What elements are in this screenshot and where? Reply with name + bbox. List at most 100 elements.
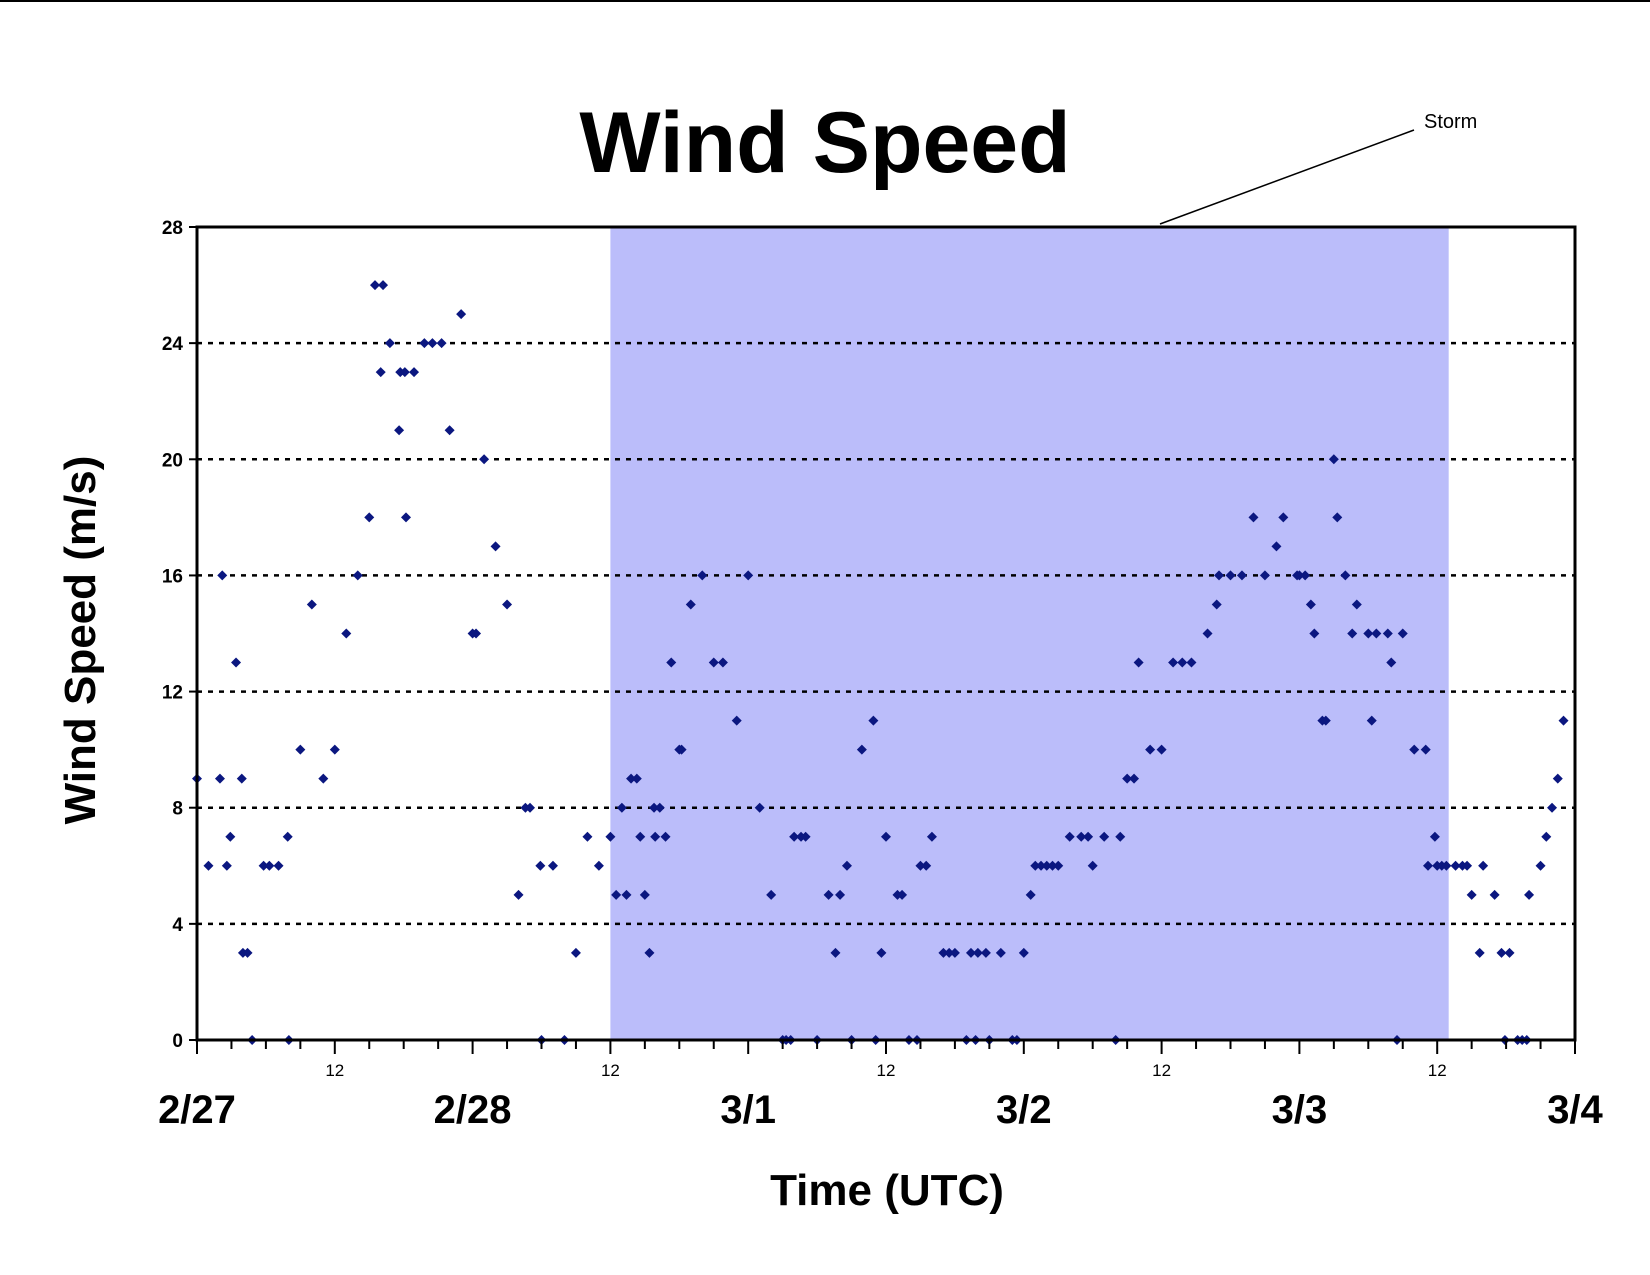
- data-point: [1489, 889, 1500, 900]
- data-point: [1186, 657, 1197, 668]
- data-point: [1036, 860, 1047, 871]
- data-points: [192, 280, 1569, 1045]
- y-tick-label: 20: [162, 450, 183, 471]
- data-point: [1248, 512, 1259, 523]
- data-point: [938, 947, 949, 958]
- data-point: [1363, 628, 1374, 639]
- data-point: [513, 889, 524, 900]
- data-point: [1541, 831, 1552, 842]
- data-point: [1474, 947, 1485, 958]
- data-point: [1259, 570, 1270, 581]
- data-point: [1076, 831, 1087, 842]
- data-point: [856, 744, 867, 755]
- data-point: [570, 947, 581, 958]
- data-point: [306, 599, 317, 610]
- data-point: [399, 367, 410, 378]
- y-tick-label: 28: [162, 218, 183, 239]
- data-point: [1133, 657, 1144, 668]
- data-point: [203, 860, 214, 871]
- data-point: [1083, 831, 1094, 842]
- data-point: [635, 831, 646, 842]
- x-day-tick-label: 3/1: [720, 1088, 776, 1132]
- data-point: [352, 570, 363, 581]
- data-point: [944, 947, 955, 958]
- data-point: [502, 599, 513, 610]
- data-point: [1397, 628, 1408, 639]
- data-point: [535, 860, 546, 871]
- data-point: [1041, 860, 1052, 871]
- data-point: [823, 889, 834, 900]
- data-point: [1087, 860, 1098, 871]
- data-point: [1340, 570, 1351, 581]
- data-point: [1278, 512, 1289, 523]
- data-point: [582, 831, 593, 842]
- data-point: [375, 367, 386, 378]
- data-point: [1294, 570, 1305, 581]
- data-point: [242, 947, 253, 958]
- data-point: [980, 947, 991, 958]
- data-point: [1332, 512, 1343, 523]
- data-point: [1496, 947, 1507, 958]
- data-point: [1524, 889, 1535, 900]
- data-point: [1466, 889, 1477, 900]
- data-point: [364, 512, 375, 523]
- data-point: [611, 889, 622, 900]
- data-point: [1366, 715, 1377, 726]
- x-day-tick-label: 3/3: [1272, 1088, 1328, 1132]
- data-point: [1099, 831, 1110, 842]
- data-point: [318, 773, 329, 784]
- data-point: [1202, 628, 1213, 639]
- data-point: [708, 657, 719, 668]
- data-point: [490, 541, 501, 552]
- data-point: [881, 831, 891, 842]
- data-point: [217, 570, 228, 581]
- y-tick-label: 4: [172, 915, 183, 936]
- data-point: [525, 802, 536, 813]
- data-point: [830, 947, 841, 958]
- data-point: [1305, 599, 1316, 610]
- data-point: [1478, 860, 1489, 871]
- x-day-tick-label: 3/2: [996, 1088, 1052, 1132]
- data-point: [329, 744, 340, 755]
- data-point: [1371, 628, 1382, 639]
- data-point: [1225, 570, 1236, 581]
- data-point: [282, 831, 293, 842]
- data-point: [341, 628, 352, 639]
- data-point: [1423, 860, 1434, 871]
- data-point: [427, 338, 438, 349]
- data-point: [231, 657, 242, 668]
- data-point: [1115, 831, 1126, 842]
- x-axis-ticks: 12 12 12 12 12 2/27 2/28 3/1 3/2 3/3 3/4: [158, 1040, 1604, 1132]
- data-point: [621, 889, 632, 900]
- y-axis-ticks: 0 4 8 12 16 20 24 28: [162, 218, 197, 1052]
- data-point: [965, 947, 976, 958]
- data-point: [1552, 773, 1563, 784]
- data-point: [479, 454, 490, 465]
- x-hour-tick-label: 12: [1428, 1061, 1447, 1080]
- data-point: [1558, 715, 1569, 726]
- data-point: [264, 860, 275, 871]
- data-point: [444, 425, 455, 436]
- data-point: [1047, 860, 1058, 871]
- data-point: [685, 599, 696, 610]
- data-point: [626, 773, 637, 784]
- storm-annotation-leader: [1159, 129, 1415, 225]
- data-point: [949, 947, 960, 958]
- data-point: [1300, 570, 1311, 581]
- data-point: [1129, 773, 1140, 784]
- data-point: [225, 831, 236, 842]
- data-point: [1535, 860, 1546, 871]
- data-point: [1168, 657, 1179, 668]
- storm-shaded-region: [610, 227, 1449, 1040]
- data-point: [409, 367, 420, 378]
- y-tick-label: 24: [162, 334, 184, 355]
- data-point: [1320, 715, 1331, 726]
- data-point: [766, 889, 777, 900]
- data-point: [1214, 570, 1225, 581]
- data-point: [258, 860, 269, 871]
- data-point: [1053, 860, 1064, 871]
- y-tick-label: 12: [162, 683, 183, 704]
- x-hour-tick-label: 12: [1152, 1061, 1171, 1080]
- data-point: [868, 715, 879, 726]
- data-point: [1177, 657, 1188, 668]
